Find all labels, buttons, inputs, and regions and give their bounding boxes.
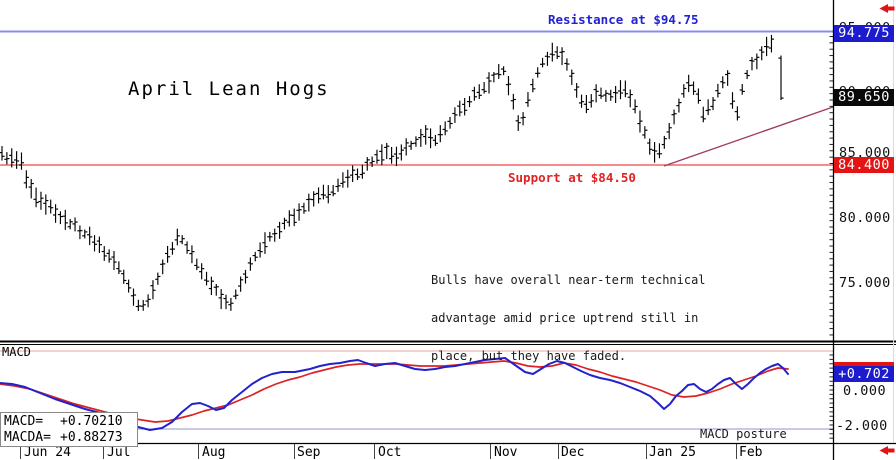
x-axis-month-label: Oct [378,445,402,460]
posture-line-1: MACD posture [700,427,787,441]
macd-posture-note: MACD posture is bearish [700,401,787,460]
macda-value: +0.88273 [60,430,123,445]
annotation-line-1: Bulls have overall near-term technical [431,272,706,287]
macda-name: MACDA= [4,430,51,445]
macda-value-row: MACDA= +0.88273 [4,430,134,446]
resistance-price-flag: 94.775 [834,25,894,42]
last-price-flag: 89.650 [834,89,894,106]
x-axis-month-label: Nov [494,445,518,460]
annotation-line-2: advantage amid price uptrend still in [431,310,699,325]
price-axis-label: 80.000 [839,210,891,226]
analyst-annotation: Bulls have overall near-term technical a… [431,248,706,389]
chart-title: April Lean Hogs [128,78,330,100]
red-left-arrow-bottom-icon [879,446,895,455]
macd-axis-label: -2.000 [836,418,888,434]
macd-value-readout: MACD= +0.70210 MACDA= +0.88273 [0,412,138,447]
x-axis-month-label: Feb [739,445,763,460]
macd-value-row: MACD= +0.70210 [4,414,134,430]
x-axis-month-label: Aug [202,445,226,460]
macd-panel-label: MACD [2,345,31,359]
macda-price-flag [834,362,894,367]
resistance-label: Resistance at $94.75 [548,12,699,27]
macd-value: +0.70210 [60,414,123,429]
x-axis-month-label: Jun 24 [24,445,71,460]
x-axis-month-label: Dec [561,445,585,460]
support-label: Support at $84.50 [508,170,636,185]
price-axis-label: 75.000 [839,275,891,291]
x-axis-month-label: Jan 25 [649,445,696,460]
x-axis-month-label: Sep [297,445,321,460]
macd-price-flag: +0.702 [834,366,894,382]
macd-axis-label: 0.000 [843,383,887,399]
annotation-line-3: place, but they have faded. [431,349,627,364]
red-left-arrow-top-icon [879,4,895,13]
support-price-flag: 84.400 [834,157,894,173]
macd-name: MACD= [4,414,44,429]
x-axis-month-label: Jul [107,445,131,460]
